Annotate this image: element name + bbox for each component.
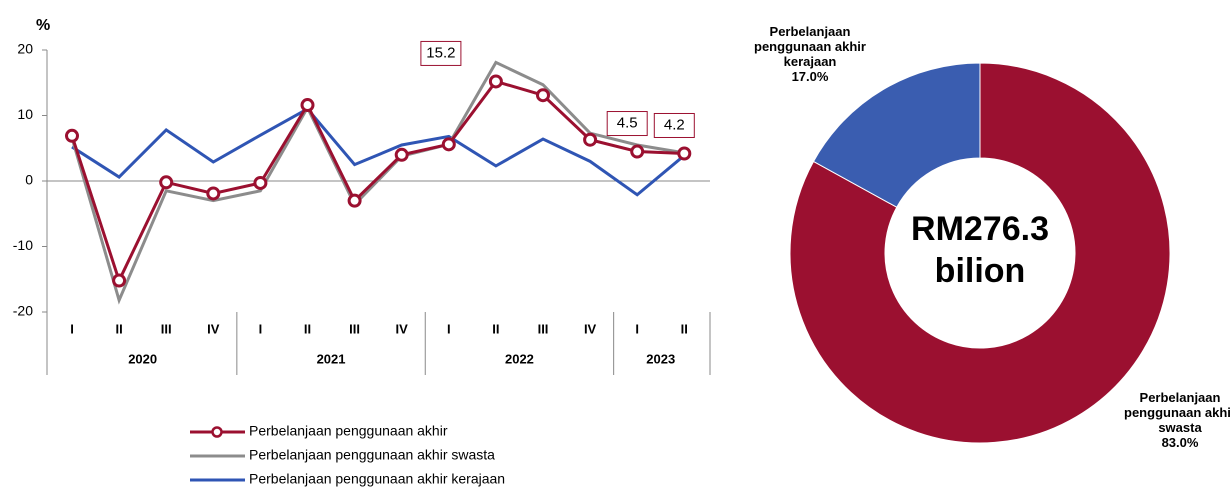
y-tick-label: -10: [13, 237, 33, 253]
point-marker: [394, 147, 409, 162]
point-marker: [347, 193, 362, 208]
y-tick-label: 0: [25, 172, 33, 188]
legend-label: Perbelanjaan penggunaan akhir: [249, 423, 448, 439]
x-tick-label: IV: [207, 321, 220, 336]
point-marker: [112, 273, 127, 288]
series-line: [70, 60, 685, 305]
point-marker: [65, 128, 79, 143]
x-tick-label: IV: [396, 321, 409, 336]
value-label: 4.2: [664, 116, 685, 133]
legend-label: Perbelanjaan penggunaan akhir swasta: [249, 447, 495, 463]
point-marker: [488, 74, 503, 89]
legend-label: Perbelanjaan penggunaan akhir kerajaan: [249, 471, 505, 487]
series-line: [71, 107, 686, 197]
point-marker: [206, 186, 221, 201]
value-label-box: [420, 40, 462, 66]
value-label: 4.5: [617, 114, 638, 131]
point-marker: [630, 144, 645, 159]
donut-slice: [812, 62, 981, 208]
group-label: 2020: [128, 351, 157, 366]
y-tick-label: 10: [17, 106, 33, 122]
center-label: RM276.3: [911, 210, 1049, 248]
point-marker: [583, 132, 598, 147]
group-label: 2022: [505, 351, 534, 366]
x-tick-label: I: [635, 321, 639, 336]
group-label: 2021: [317, 351, 346, 366]
x-tick-label: II: [492, 321, 499, 336]
x-tick-label: III: [538, 321, 549, 336]
point-marker: [159, 175, 174, 190]
value-label: 15.2: [426, 44, 455, 61]
x-tick-label: II: [115, 321, 122, 336]
slice-value-label: 83.0%: [1161, 435, 1199, 450]
point-marker: [677, 146, 692, 161]
series-line: [70, 79, 685, 285]
value-label-box: [653, 112, 695, 138]
x-tick-label: III: [349, 321, 360, 336]
center-label: bilion: [935, 252, 1026, 290]
slice-label: Perbelanjaan penggunaan akhir swasta: [1124, 390, 1231, 435]
point-marker: [536, 88, 550, 103]
point-marker: [300, 98, 315, 113]
x-tick-label: I: [259, 321, 263, 336]
point-marker: [253, 175, 268, 190]
y-tick-label: 20: [17, 41, 33, 57]
slice-label: Perbelanjaan penggunaan akhir kerajaan: [754, 24, 866, 69]
x-tick-label: I: [70, 321, 74, 336]
value-label-box: [606, 111, 648, 137]
x-tick-label: II: [681, 321, 688, 336]
x-tick-label: III: [161, 321, 172, 336]
donut-slice: [789, 62, 1171, 444]
y-tick-label: -20: [13, 303, 33, 319]
x-tick-label: IV: [584, 321, 597, 336]
x-tick-label: I: [447, 321, 451, 336]
point-marker: [441, 137, 456, 152]
legend-marker: [211, 426, 223, 438]
y-axis-label: %: [36, 17, 50, 34]
slice-value-label: 17.0%: [791, 69, 829, 84]
group-label: 2023: [646, 351, 675, 366]
x-tick-label: II: [304, 321, 311, 336]
